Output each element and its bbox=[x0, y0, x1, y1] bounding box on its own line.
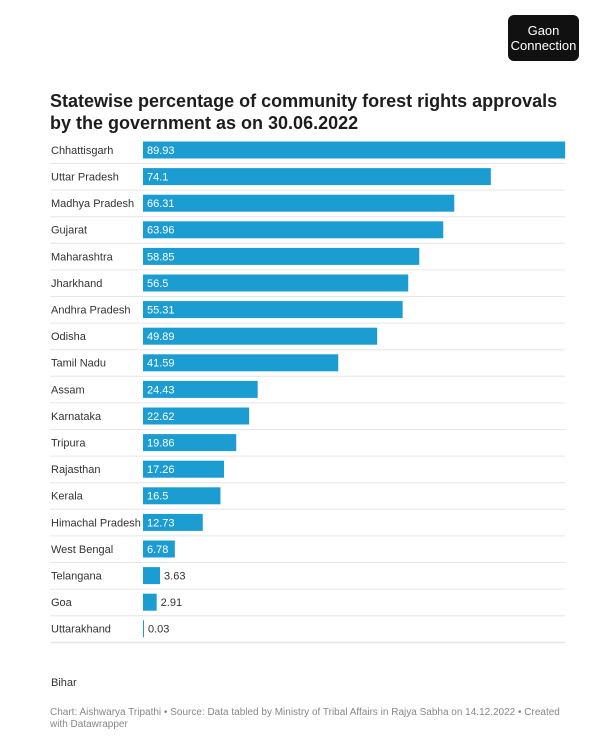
bar bbox=[143, 168, 491, 186]
category-label: Chhattisgarh bbox=[51, 145, 113, 157]
value-label: 55.31 bbox=[147, 305, 175, 317]
category-label: Uttar Pradesh bbox=[51, 172, 119, 184]
logo-line: Gaon bbox=[527, 23, 560, 38]
bar bbox=[143, 593, 157, 611]
bar bbox=[143, 327, 378, 345]
bar bbox=[143, 513, 203, 531]
value-label: 12.73 bbox=[147, 517, 175, 529]
category-label: Madhya Pradesh bbox=[51, 198, 134, 210]
category-label: Odisha bbox=[51, 331, 87, 343]
category-label: Assam bbox=[51, 384, 85, 396]
logo: Gaon Connection bbox=[508, 15, 579, 61]
bar bbox=[143, 221, 444, 239]
bar bbox=[143, 141, 566, 159]
category-label: Goa bbox=[51, 597, 73, 609]
bar bbox=[143, 487, 221, 505]
category-label: West Bengal bbox=[51, 544, 113, 556]
bar bbox=[143, 434, 237, 452]
chart: Chhattisgarh 89.93 Uttar Pradesh 74.1 Madhya… bbox=[50, 141, 566, 689]
bar bbox=[143, 540, 175, 558]
bar bbox=[143, 407, 250, 425]
value-label: 63.96 bbox=[147, 225, 175, 237]
category-label: Maharashtra bbox=[51, 251, 114, 263]
category-label: Telangana bbox=[51, 571, 103, 583]
category-label: Rajasthan bbox=[51, 464, 101, 476]
bar bbox=[143, 380, 258, 398]
value-label: 6.78 bbox=[147, 544, 168, 556]
value-label: 3.63 bbox=[164, 571, 185, 583]
value-label: 17.26 bbox=[147, 464, 175, 476]
value-label: 0.03 bbox=[148, 624, 169, 636]
category-label: Uttarakhand bbox=[51, 624, 111, 636]
bar bbox=[143, 354, 339, 372]
bar bbox=[143, 274, 409, 292]
value-label: 24.43 bbox=[147, 384, 175, 396]
value-label: 16.5 bbox=[147, 491, 168, 503]
value-label: 66.31 bbox=[147, 198, 175, 210]
category-label: Andhra Pradesh bbox=[51, 305, 131, 317]
logo-line: Connection bbox=[510, 38, 577, 53]
category-label: Tamil Nadu bbox=[51, 358, 106, 370]
value-label: 19.86 bbox=[147, 438, 175, 450]
bar bbox=[143, 460, 225, 478]
category-label: Jharkhand bbox=[51, 278, 102, 290]
value-label: 58.85 bbox=[147, 251, 175, 263]
category-label: Bihar bbox=[51, 677, 77, 689]
bar bbox=[143, 620, 144, 638]
bar bbox=[143, 301, 403, 319]
category-label: Karnataka bbox=[51, 411, 102, 423]
value-label: 74.1 bbox=[147, 172, 168, 184]
value-label: 2.91 bbox=[161, 597, 182, 609]
bar bbox=[143, 194, 455, 212]
value-label: 41.59 bbox=[147, 358, 175, 370]
value-label: 56.5 bbox=[147, 278, 168, 290]
category-label: Gujarat bbox=[51, 225, 87, 237]
bar bbox=[143, 247, 420, 265]
value-label: 49.89 bbox=[147, 331, 175, 343]
value-label: 22.62 bbox=[147, 411, 175, 423]
chart-title: Statewise percentage of community forest… bbox=[50, 91, 558, 133]
footer: Chart: Aishwarya Tripathi • Source: Data… bbox=[50, 707, 560, 730]
category-label: Tripura bbox=[51, 438, 86, 450]
bar bbox=[143, 567, 161, 585]
category-label: Himachal Pradesh bbox=[51, 517, 141, 529]
category-label: Kerala bbox=[51, 491, 84, 503]
value-label: 89.93 bbox=[147, 145, 175, 157]
